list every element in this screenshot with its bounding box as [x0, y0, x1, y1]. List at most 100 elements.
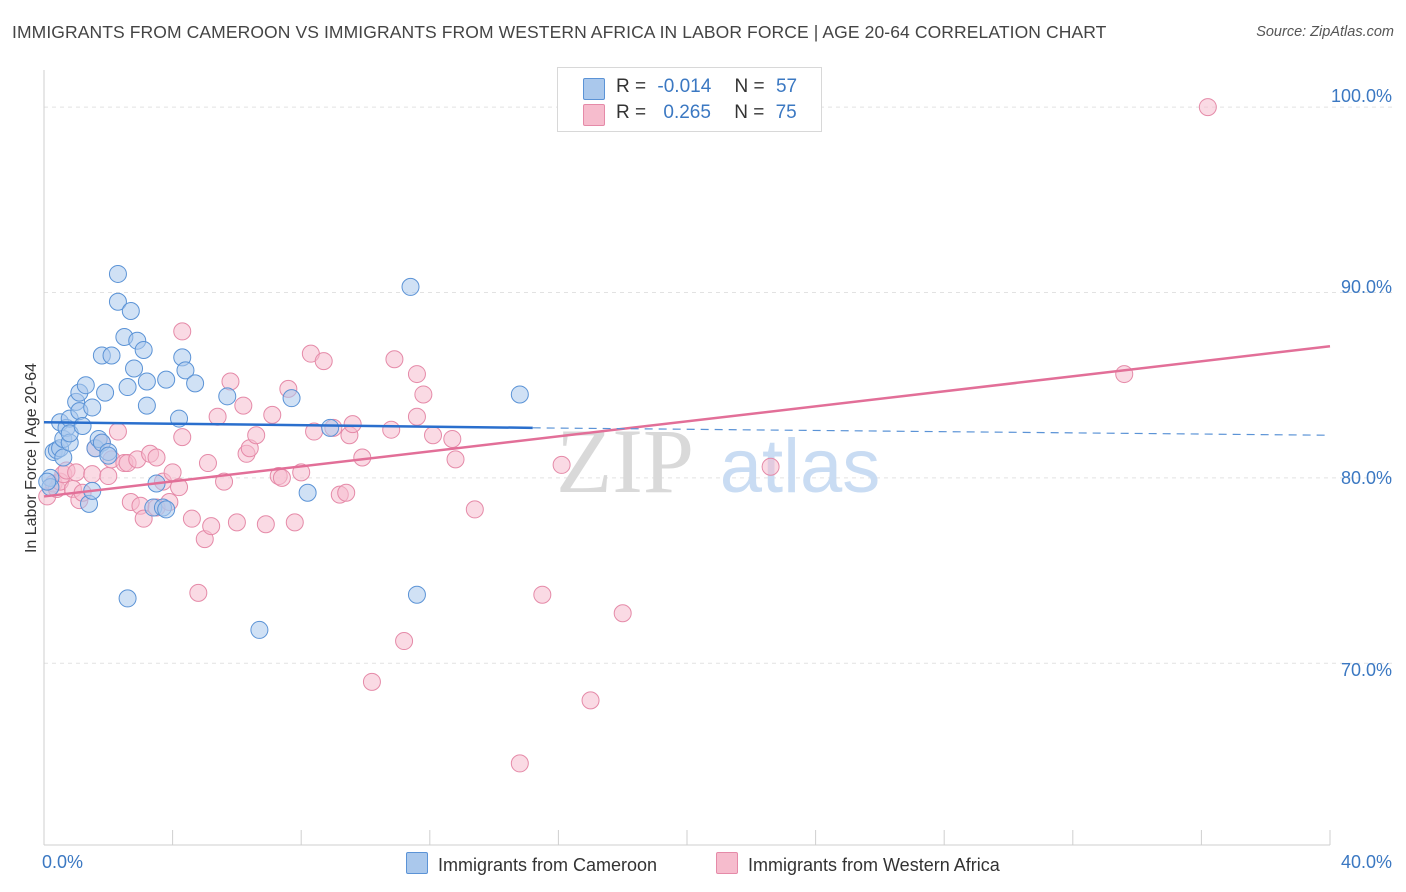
western-africa-point-61: [382, 420, 401, 439]
cameroon-point-49: [250, 620, 269, 639]
western-africa-point-29: [173, 428, 192, 447]
western-africa-point-37: [215, 472, 234, 491]
western-africa-point-56: [337, 483, 356, 502]
western-africa-point-15: [108, 422, 127, 441]
cameroon-point-36: [134, 340, 153, 359]
western-africa-point-73: [552, 455, 571, 474]
cameroon-point-7: [54, 448, 73, 467]
cameroon-point-32: [118, 589, 137, 608]
western-africa-point-65: [407, 365, 426, 384]
western-africa-point-28: [170, 478, 189, 497]
x-tick-label-min: 0.0%: [42, 852, 84, 872]
cameroon-point-50: [282, 389, 301, 408]
western-africa-point-66: [414, 385, 433, 404]
cameroon-point-56: [38, 472, 57, 491]
legend-n-value: 75: [775, 102, 797, 123]
western-africa-point-60: [362, 672, 381, 691]
legend-swatch-blue: [583, 78, 605, 100]
cameroon-point-31: [118, 378, 137, 397]
western-africa-point-38: [221, 372, 240, 391]
cameroon-point-37: [137, 396, 156, 415]
western-africa-point-71: [510, 754, 529, 773]
bottom-legend-cameroon: Immigrants from Cameroon: [406, 852, 657, 876]
cameroon-point-18: [83, 398, 102, 417]
western-africa-point-32: [189, 583, 208, 602]
western-africa-point-23: [147, 448, 166, 467]
source-label: Source: ZipAtlas.com: [1256, 24, 1394, 40]
trend-line-cameroon-extension: [532, 427, 1331, 436]
trend-line-cameroon: [43, 421, 533, 430]
western-africa-point-58: [343, 415, 362, 434]
western-africa-point-63: [395, 632, 414, 651]
cameroon-point-26: [99, 446, 118, 465]
y-tick-label-100: 100.0%: [1330, 86, 1392, 106]
series-western-africa-points: [38, 98, 1217, 773]
y-axis-label: In Labor Force | Age 20-64: [23, 362, 40, 554]
legend-swatch-pink: [716, 852, 738, 874]
trend-lines: [43, 345, 1331, 498]
western-africa-point-7: [67, 463, 86, 482]
cameroon-point-48: [218, 387, 237, 406]
cameroon-point-51: [298, 483, 317, 502]
western-africa-point-67: [424, 426, 443, 445]
western-africa-point-49: [285, 513, 304, 532]
legend-n-label: N =: [734, 76, 765, 97]
y-tick-label-80: 80.0%: [1340, 468, 1392, 488]
grid-lines: [44, 106, 1392, 664]
cameroon-point-27: [102, 346, 121, 365]
western-africa-point-31: [182, 509, 201, 528]
watermark-atlas: atlas: [720, 424, 881, 509]
chart-title: IMMIGRANTS FROM CAMEROON VS IMMIGRANTS F…: [12, 22, 1107, 42]
cameroon-point-34: [125, 359, 144, 378]
legend-r-value: 0.265: [663, 102, 711, 123]
western-africa-point-10: [83, 465, 102, 484]
western-africa-point-78: [1198, 98, 1217, 117]
western-africa-point-69: [446, 450, 465, 469]
western-africa-point-70: [465, 500, 484, 519]
cameroon-point-54: [407, 585, 426, 604]
western-africa-point-47: [272, 468, 291, 487]
western-africa-point-35: [202, 517, 221, 536]
western-africa-point-68: [443, 429, 462, 448]
axes: [43, 70, 1331, 846]
cameroon-point-46: [176, 361, 195, 380]
y-tick-label-70: 70.0%: [1340, 660, 1392, 680]
legend-swatch-pink: [583, 104, 605, 126]
x-tick-label-max: 40.0%: [1340, 852, 1392, 872]
legend-swatch-blue: [406, 852, 428, 874]
legend-r-label: R =: [616, 76, 647, 97]
cameroon-point-53: [401, 277, 420, 296]
western-africa-point-62: [385, 350, 404, 369]
cameroon-point-38: [137, 372, 156, 391]
cameroon-point-33: [121, 302, 140, 321]
bottom-legend-western-africa: Immigrants from Western Africa: [716, 852, 1000, 876]
y-tick-label-90: 90.0%: [1340, 277, 1392, 297]
western-africa-point-76: [761, 457, 780, 476]
cameroon-point-42: [157, 370, 176, 389]
western-africa-point-77: [1115, 365, 1134, 384]
legend-r-value: -0.014: [657, 76, 712, 97]
western-africa-point-44: [256, 515, 275, 534]
cameroon-point-28: [108, 292, 127, 311]
western-africa-point-13: [99, 467, 118, 486]
cameroon-point-43: [157, 500, 176, 519]
legend-series-name: Immigrants from Cameroon: [438, 855, 658, 875]
western-africa-point-64: [407, 407, 426, 426]
cameroon-point-29: [108, 264, 127, 283]
cameroon-point-24: [96, 383, 115, 402]
western-africa-point-53: [314, 352, 333, 371]
watermark: ZIP atlas: [556, 410, 880, 512]
cameroon-point-55: [510, 385, 529, 404]
series-cameroon-points: [38, 264, 529, 639]
western-africa-point-72: [533, 585, 552, 604]
cameroon-point-16: [76, 376, 95, 395]
legend-series-name: Immigrants from Western Africa: [748, 855, 1000, 875]
western-africa-point-43: [247, 426, 266, 445]
legend-n-label: N =: [734, 102, 765, 123]
western-africa-point-36: [208, 407, 227, 426]
legend-r-label: R =: [616, 102, 647, 123]
legend-n-value: 57: [775, 76, 798, 97]
watermark-zip: ZIP: [556, 410, 694, 512]
correlation-legend: R = -0.014 N = 57 R = 0.265 N = 75: [557, 67, 822, 132]
